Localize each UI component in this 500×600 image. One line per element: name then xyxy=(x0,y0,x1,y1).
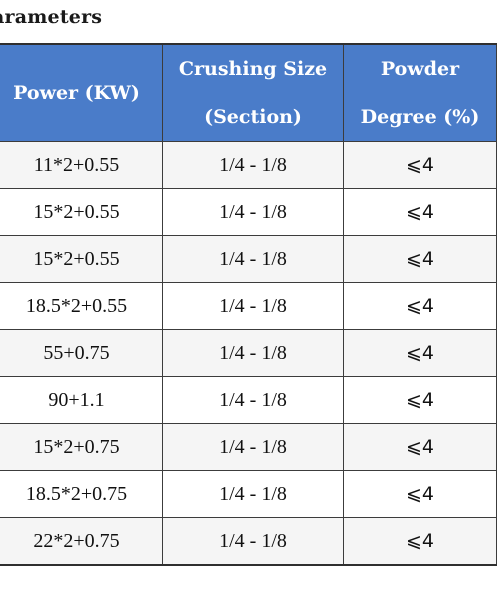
cell-crushing-size: 1/4 - 1/8 xyxy=(162,470,344,518)
cell-power: 22*2+0.75 xyxy=(0,517,163,566)
cell-crushing-size: 1/4 - 1/8 xyxy=(162,282,344,330)
cell-powder-degree: ⩽4 xyxy=(343,188,497,236)
cell-crushing-size: 1/4 - 1/8 xyxy=(162,329,344,377)
header-powder-line2: Degree (%) xyxy=(360,106,480,128)
cell-powder-degree: ⩽4 xyxy=(343,517,497,566)
cell-crushing-size: 1/4 - 1/8 xyxy=(162,517,344,566)
header-power: Power (KW) xyxy=(0,43,163,142)
header-powder-line1: Powder xyxy=(380,58,460,80)
cell-powder-degree: ⩽4 xyxy=(343,282,497,330)
section-title: arameters xyxy=(0,6,110,36)
table-body: 11*2+0.55 1/4 - 1/8 ⩽4 15*2+0.55 1/4 - 1… xyxy=(0,141,497,566)
cell-powder-degree: ⩽4 xyxy=(343,470,497,518)
cell-crushing-size: 1/4 - 1/8 xyxy=(162,376,344,424)
header-crushing-size-line2: (Section) xyxy=(204,106,302,128)
table-row: 22*2+0.75 1/4 - 1/8 ⩽4 xyxy=(0,517,497,566)
cell-powder-degree: ⩽4 xyxy=(343,423,497,471)
cell-crushing-size: 1/4 - 1/8 xyxy=(162,141,344,189)
header-row: Power (KW) Crushing Size (Section) Powde… xyxy=(0,43,497,142)
table-row: 15*2+0.55 1/4 - 1/8 ⩽4 xyxy=(0,235,497,283)
cell-power: 15*2+0.55 xyxy=(0,235,163,283)
cell-crushing-size: 1/4 - 1/8 xyxy=(162,235,344,283)
table-row: 15*2+0.55 1/4 - 1/8 ⩽4 xyxy=(0,188,497,236)
cell-power: 11*2+0.55 xyxy=(0,141,163,189)
cell-power: 15*2+0.55 xyxy=(0,188,163,236)
table-row: 11*2+0.55 1/4 - 1/8 ⩽4 xyxy=(0,141,497,189)
header-powder-degree: Powder Degree (%) xyxy=(343,43,497,142)
table-row: 90+1.1 1/4 - 1/8 ⩽4 xyxy=(0,376,497,424)
cell-crushing-size: 1/4 - 1/8 xyxy=(162,188,344,236)
header-crushing-size: Crushing Size (Section) xyxy=(162,43,344,142)
cell-powder-degree: ⩽4 xyxy=(343,141,497,189)
cell-powder-degree: ⩽4 xyxy=(343,329,497,377)
cell-power: 90+1.1 xyxy=(0,376,163,424)
cell-powder-degree: ⩽4 xyxy=(343,235,497,283)
header-crushing-size-line1: Crushing Size xyxy=(178,58,328,80)
table-row: 55+0.75 1/4 - 1/8 ⩽4 xyxy=(0,329,497,377)
cell-power: 55+0.75 xyxy=(0,329,163,377)
cell-powder-degree: ⩽4 xyxy=(343,376,497,424)
cell-crushing-size: 1/4 - 1/8 xyxy=(162,423,344,471)
section-title-text: arameters xyxy=(0,6,103,28)
cell-power: 15*2+0.75 xyxy=(0,423,163,471)
parameters-table-container: Power (KW) Crushing Size (Section) Powde… xyxy=(0,43,497,566)
parameters-table: Power (KW) Crushing Size (Section) Powde… xyxy=(0,43,497,566)
cell-power: 18.5*2+0.75 xyxy=(0,470,163,518)
table-row: 18.5*2+0.75 1/4 - 1/8 ⩽4 xyxy=(0,470,497,518)
header-power-label: Power (KW) xyxy=(13,82,140,104)
cell-power: 18.5*2+0.55 xyxy=(0,282,163,330)
table-row: 15*2+0.75 1/4 - 1/8 ⩽4 xyxy=(0,423,497,471)
table-header: Power (KW) Crushing Size (Section) Powde… xyxy=(0,43,497,142)
table-row: 18.5*2+0.55 1/4 - 1/8 ⩽4 xyxy=(0,282,497,330)
